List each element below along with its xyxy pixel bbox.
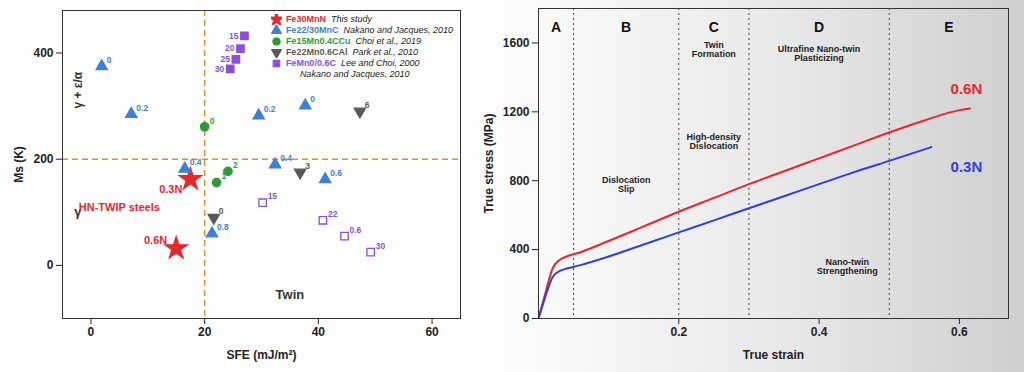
svg-text:Ultrafine Nano-twinPlasticizin: Ultrafine Nano-twinPlasticizing	[778, 44, 861, 63]
svg-text:0: 0	[210, 116, 215, 126]
svg-text:0.6N: 0.6N	[951, 80, 983, 97]
svg-text:15: 15	[268, 191, 278, 201]
html-text:Nakano and Jacques, 2010: Nakano and Jacques, 2010	[299, 69, 410, 79]
svg-text:0.6: 0.6	[350, 225, 362, 235]
svg-text:0.8: 0.8	[217, 222, 229, 232]
svg-text:True stress (MPa): True stress (MPa)	[482, 113, 496, 213]
svg-text:400: 400	[33, 46, 53, 60]
html-text:Fe15Mn0.4CCu: Fe15Mn0.4CCu	[285, 36, 351, 46]
svg-text:200: 200	[33, 152, 53, 166]
svg-text:0: 0	[523, 311, 530, 325]
svg-text:0: 0	[107, 55, 112, 65]
svg-text:30: 30	[215, 64, 225, 74]
svg-text:0.2: 0.2	[136, 103, 148, 113]
svg-text:400: 400	[509, 242, 529, 256]
svg-text:D: D	[814, 19, 824, 35]
svg-text:0: 0	[88, 325, 95, 339]
svg-text:1200: 1200	[503, 105, 530, 119]
html-text:Lee and Choi, 2000: Lee and Choi, 2000	[340, 58, 420, 68]
svg-text:0.6N: 0.6N	[144, 234, 167, 246]
html-text:Fe30MnN: Fe30MnN	[285, 14, 326, 24]
html-text:Fe22/30MnC: Fe22/30MnC	[285, 25, 339, 35]
svg-text:60: 60	[425, 325, 439, 339]
svg-text:0.2: 0.2	[670, 325, 687, 339]
svg-text:TwinFormation: TwinFormation	[692, 40, 736, 59]
svg-text:20: 20	[225, 43, 235, 53]
svg-text:1600: 1600	[503, 36, 530, 50]
svg-text:0.2: 0.2	[264, 104, 276, 114]
svg-text:Ms (K): Ms (K)	[12, 146, 26, 183]
svg-text:1: 1	[222, 171, 227, 181]
svg-text:0.3N: 0.3N	[951, 158, 983, 175]
html-text:Fe22Mn0.6CAl: Fe22Mn0.6CAl	[285, 47, 348, 57]
svg-text:γ + ε/α: γ + ε/α	[71, 71, 85, 108]
html-text:Nakano and Jacques, 2010: Nakano and Jacques, 2010	[343, 25, 453, 35]
svg-text:B: B	[621, 19, 631, 35]
svg-text:A: A	[551, 19, 561, 35]
svg-text:C: C	[709, 19, 719, 35]
svg-text:HN-TWIP steels: HN-TWIP steels	[79, 201, 160, 213]
svg-text:3: 3	[305, 161, 310, 171]
svg-text:6: 6	[365, 100, 370, 110]
svg-text:15: 15	[229, 31, 239, 41]
svg-text:Twin: Twin	[276, 287, 305, 302]
html-text:This study: This study	[330, 14, 372, 24]
svg-text:True strain: True strain	[743, 348, 804, 362]
svg-text:0: 0	[310, 94, 315, 104]
svg-text:0.4: 0.4	[280, 153, 292, 163]
svg-text:Nano-twinStrengthening: Nano-twinStrengthening	[817, 257, 878, 276]
svg-text:800: 800	[509, 174, 529, 188]
svg-text:2: 2	[233, 160, 238, 170]
svg-text:DislocationSlip: DislocationSlip	[602, 175, 651, 194]
svg-text:0: 0	[219, 206, 224, 216]
svg-text:22: 22	[328, 209, 338, 219]
svg-text:0.4: 0.4	[811, 325, 828, 339]
svg-text:0.3N: 0.3N	[159, 183, 182, 195]
html-text:FeMn0/0.6C: FeMn0/0.6C	[285, 58, 336, 68]
svg-text:SFE (mJ/m²): SFE (mJ/m²)	[226, 348, 296, 362]
svg-text:E: E	[944, 19, 953, 35]
html-text:Park et al., 2010: Park et al., 2010	[352, 47, 418, 57]
svg-text:30: 30	[376, 241, 386, 251]
html-text:Choi et al., 2019: Choi et al., 2019	[355, 36, 421, 46]
svg-text:0.4: 0.4	[190, 157, 202, 167]
svg-text:0.6: 0.6	[951, 325, 968, 339]
svg-text:20: 20	[198, 325, 212, 339]
svg-text:High-densityDislocation: High-densityDislocation	[687, 131, 742, 150]
svg-text:0.6: 0.6	[330, 168, 342, 178]
svg-text:40: 40	[312, 325, 326, 339]
svg-text:0: 0	[47, 258, 54, 272]
svg-text:25: 25	[220, 54, 230, 64]
